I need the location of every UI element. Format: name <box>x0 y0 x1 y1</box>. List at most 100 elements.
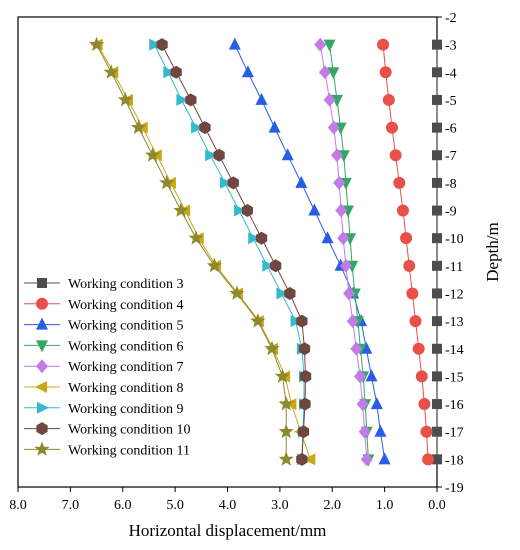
data-point <box>432 454 442 465</box>
y-tick-label: -5 <box>445 94 457 109</box>
y-tick-label: -18 <box>445 453 464 468</box>
data-point <box>432 426 442 437</box>
data-point <box>241 65 254 78</box>
data-point <box>432 177 442 188</box>
data-point <box>213 148 225 162</box>
data-point <box>400 232 413 245</box>
data-point <box>276 287 289 300</box>
data-point <box>308 203 321 216</box>
series-line <box>382 44 429 460</box>
data-point <box>432 316 442 327</box>
data-point <box>278 396 294 411</box>
data-point <box>356 397 369 412</box>
data-point <box>382 93 395 106</box>
data-point <box>412 342 425 355</box>
legend-label: Working condition 9 <box>68 402 184 417</box>
legend-label: Working condition 10 <box>68 423 191 438</box>
data-point <box>250 313 266 328</box>
data-point <box>432 343 442 354</box>
data-point <box>365 369 378 382</box>
data-point <box>103 64 119 79</box>
data-point <box>296 452 308 466</box>
legend-label: Working condition 8 <box>68 381 184 396</box>
data-point <box>432 288 442 299</box>
legend-marker <box>36 340 48 353</box>
data-point <box>377 38 390 51</box>
data-point <box>378 452 391 465</box>
y-axis-title: Depth/m <box>483 222 502 282</box>
x-tick-label: 1.0 <box>376 498 394 513</box>
series-line <box>153 44 305 460</box>
data-point <box>229 285 245 300</box>
data-point <box>264 340 280 356</box>
legend-marker <box>35 381 47 393</box>
data-point <box>149 38 162 51</box>
y-tick-label: -14 <box>445 343 464 358</box>
series-layer <box>89 36 442 467</box>
x-tick-label: 0.0 <box>428 498 446 513</box>
legend-item: Working condition 3 <box>24 277 184 292</box>
legend-label: Working condition 4 <box>68 298 184 313</box>
series-line <box>329 44 369 460</box>
data-point <box>360 452 373 467</box>
data-point <box>159 174 175 190</box>
legend-marker <box>36 317 48 330</box>
data-point <box>278 423 294 439</box>
data-point <box>335 203 348 218</box>
data-point <box>415 370 428 383</box>
series-10 <box>156 38 312 466</box>
x-tick-label: 3.0 <box>271 498 289 513</box>
data-point <box>241 204 253 217</box>
legend-label: Working condition 7 <box>68 360 184 375</box>
data-point <box>333 175 346 190</box>
data-point <box>389 149 402 162</box>
plot-area: 8.0 7.0 6.0 5.0 4.0 3.0 2.0 1.0 0.0 -2 -3 -4 -5 -6 -7 -… <box>9 11 463 513</box>
data-point <box>268 120 281 133</box>
data-point <box>432 233 442 244</box>
data-point <box>374 424 387 437</box>
y-tick-label: -11 <box>445 260 463 275</box>
data-point <box>188 230 204 245</box>
data-point <box>248 232 261 245</box>
data-point <box>360 341 373 354</box>
data-point <box>314 37 327 52</box>
y-tick-label: -15 <box>445 370 464 385</box>
data-point <box>346 314 359 329</box>
x-tick-label: 4.0 <box>219 498 237 513</box>
data-point <box>303 453 316 466</box>
data-point <box>295 175 308 188</box>
x-tick-label: 2.0 <box>324 498 342 513</box>
legend-marker <box>36 297 48 310</box>
x-tick-label: 6.0 <box>114 498 132 513</box>
series-4 <box>377 38 435 466</box>
data-point <box>163 66 176 79</box>
data-point <box>370 397 383 410</box>
data-point <box>176 93 189 106</box>
data-point <box>420 425 433 438</box>
series-line <box>161 44 307 460</box>
series-line <box>319 44 368 460</box>
data-point <box>219 176 232 189</box>
series-line <box>96 44 287 460</box>
data-point <box>396 204 409 217</box>
data-point <box>318 65 331 80</box>
legend-item: Working condition 6 <box>24 339 184 354</box>
data-point <box>331 148 343 163</box>
data-point <box>205 149 218 162</box>
y-tick-label: -6 <box>445 122 457 137</box>
legend-label: Working condition 11 <box>68 443 190 458</box>
data-point <box>274 368 291 383</box>
data-point <box>432 94 442 105</box>
y-tick-label: -7 <box>445 149 457 164</box>
data-point <box>262 259 275 272</box>
y-tick-label: -8 <box>445 177 457 192</box>
data-point <box>227 176 239 190</box>
data-point <box>379 66 392 79</box>
data-point <box>432 39 442 50</box>
y-tick-label: -17 <box>445 426 464 441</box>
legend-item: Working condition 5 <box>24 317 184 334</box>
data-point <box>432 260 442 271</box>
legend-item: Working condition 11 <box>24 441 190 458</box>
data-point <box>228 37 241 50</box>
